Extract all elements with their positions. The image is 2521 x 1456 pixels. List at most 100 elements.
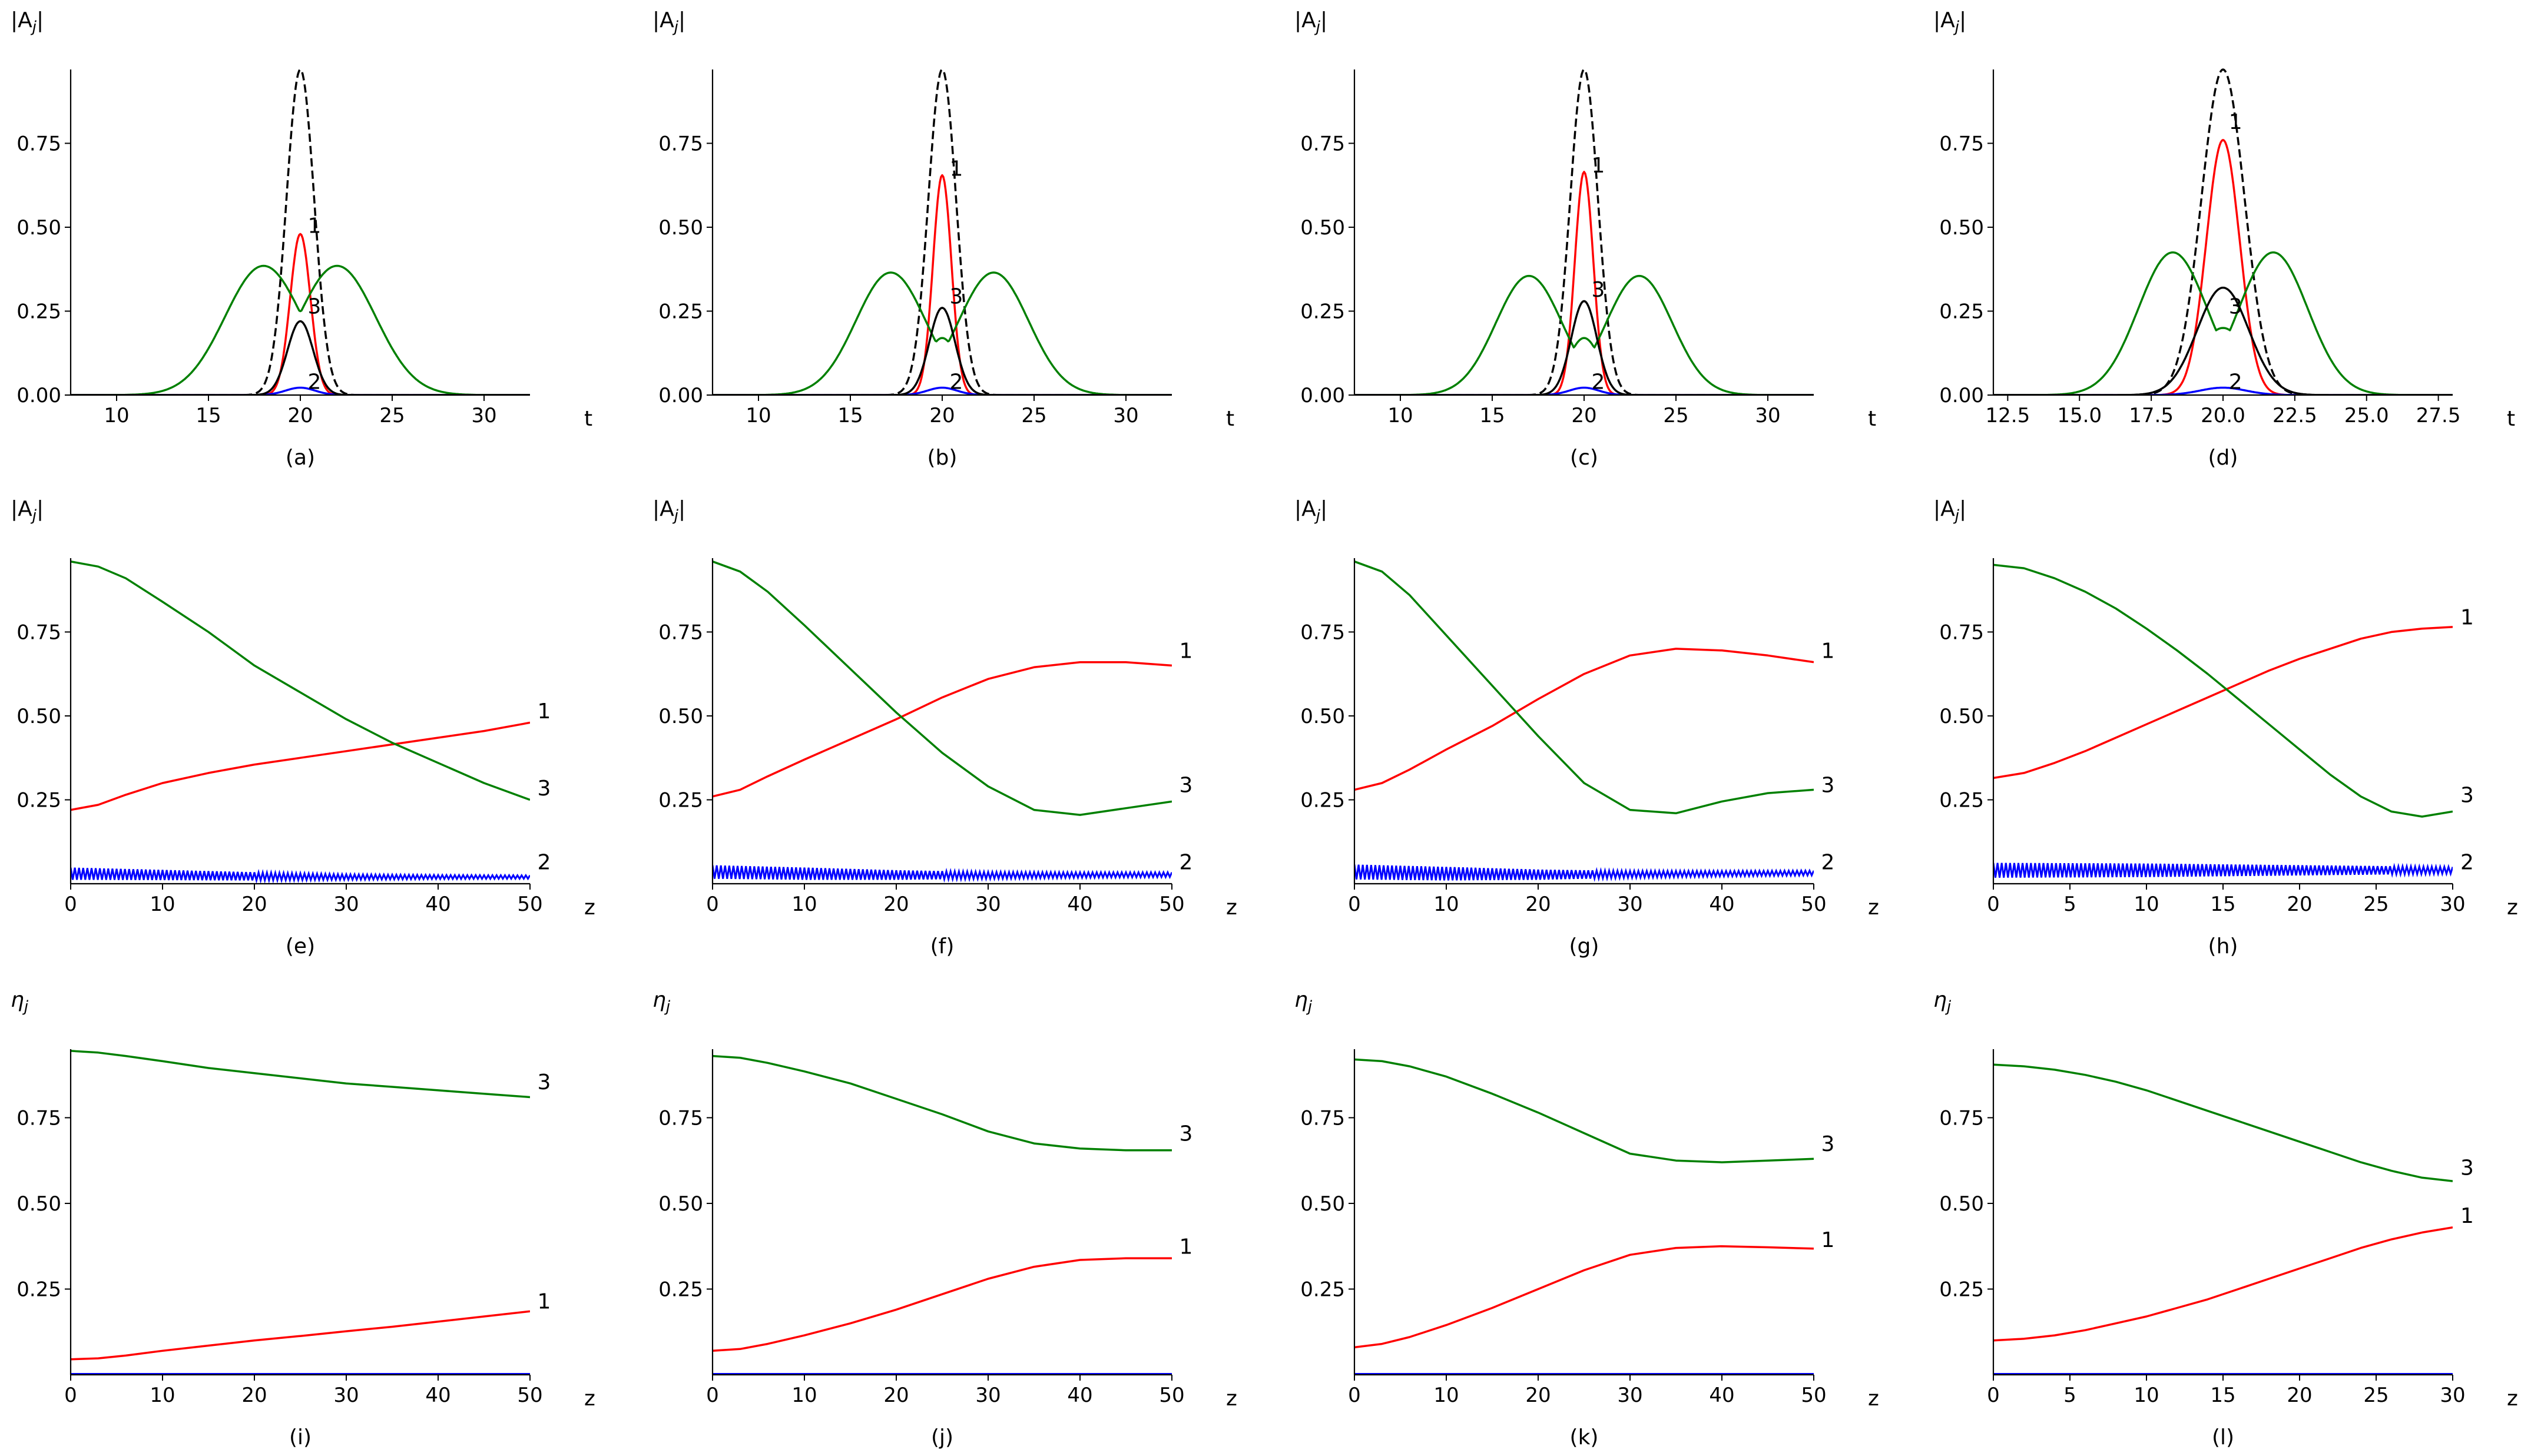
x-tick-label: 0 [1348, 1384, 1361, 1407]
y-axis-label-main: η [652, 988, 666, 1012]
y-tick-label: 0.50 [1300, 705, 1345, 728]
series-total-line [71, 320, 530, 395]
curve-annotation: 1 [2229, 110, 2242, 134]
x-tick-label: 20 [1571, 404, 1596, 427]
series-1-line [1354, 648, 1814, 791]
x-tick-label: 15 [837, 404, 863, 427]
curve-annotation: 3 [2460, 1156, 2474, 1180]
y-tick-label: 0.00 [1300, 384, 1345, 407]
panel-label: (a) [286, 446, 315, 470]
x-tick-label: 15 [196, 404, 221, 427]
y-tick-label: 0.50 [16, 1192, 61, 1216]
y-axis-label-end: | [1320, 497, 1327, 521]
plot-area [1993, 563, 2453, 878]
x-tick-label: 40 [425, 893, 450, 916]
series-1-line [1993, 138, 2453, 395]
y-axis-label-end: | [1959, 8, 1966, 32]
y-axis-label-main: |A [1933, 8, 1955, 32]
series-3-line [713, 271, 1172, 395]
x-tick-label: 15.0 [2057, 404, 2102, 427]
x-tick-label: 40 [1067, 893, 1092, 916]
y-tick-label: 0.00 [16, 384, 61, 407]
series-1-line [1993, 626, 2453, 780]
panel-label: (i) [289, 1425, 312, 1450]
x-tick-label: 5 [2063, 1384, 2076, 1407]
x-tick-label: 30 [333, 893, 359, 916]
x-tick-label: 25 [1663, 404, 1688, 427]
series-1-line [713, 174, 1172, 395]
y-axis-label-main: |A [11, 8, 32, 32]
y-tick-label: 0.25 [658, 788, 703, 812]
series-2-line [71, 386, 530, 395]
y-axis-label: |Aj| [1933, 497, 1966, 525]
x-tick-label: 10 [1433, 1384, 1459, 1407]
y-axis-label: ηj [1933, 988, 1952, 1016]
series-2-line [713, 865, 1172, 883]
x-tick-label: 30 [975, 1384, 1001, 1407]
panel-label: (c) [1570, 446, 1598, 470]
panel-label: (b) [927, 446, 958, 470]
series-2-line [71, 867, 530, 884]
curve-annotation: 3 [1821, 1132, 1834, 1156]
x-tick-label: 50 [1159, 1384, 1184, 1407]
curve-annotation: 3 [949, 284, 963, 309]
panel-h: 0 5 10 15 20 25 30 0.25 0.50 0.75 |Aj| z (h) 1 3 2 [1933, 497, 2518, 958]
y-tick-label: 0.00 [1939, 384, 1984, 407]
curve-annotation: 3 [2460, 783, 2474, 807]
x-tick-label: 30 [333, 1384, 359, 1407]
curve-annotation: 2 [2460, 850, 2474, 874]
x-axis-label: z [2507, 896, 2518, 920]
plot-area [713, 560, 1172, 883]
y-axis-label-main: |A [11, 497, 32, 521]
curve-annotation: 3 [2229, 294, 2242, 319]
x-tick-label: 50 [1801, 893, 1826, 916]
curve-annotation: 1 [537, 699, 551, 724]
y-tick-label: 0.25 [1300, 1278, 1345, 1301]
series-2-line [1993, 863, 2453, 878]
y-tick-label: 0.75 [16, 132, 61, 155]
x-tick-label: 10 [150, 1384, 175, 1407]
y-tick-label: 0.75 [16, 621, 61, 644]
plot-area [713, 1054, 1172, 1375]
x-tick-label: 17.5 [2129, 404, 2174, 427]
x-tick-label: 50 [1801, 1384, 1826, 1407]
x-tick-label: 22.5 [2272, 404, 2317, 427]
panel-label: (d) [2208, 446, 2238, 470]
y-tick-label: 0.50 [658, 705, 703, 728]
series-1-line [1993, 1226, 2453, 1342]
x-tick-label: 20 [1525, 1384, 1551, 1407]
x-tick-label: 20 [929, 404, 955, 427]
y-axis-label: |Aj| [652, 8, 685, 36]
y-tick-label: 0.50 [1939, 705, 1984, 728]
y-axis-label-sub: j [22, 998, 29, 1016]
panel-label: (k) [1570, 1425, 1599, 1450]
x-tick-label: 20 [2287, 1384, 2312, 1407]
plot-area [1993, 68, 2453, 395]
y-axis-label: |Aj| [1933, 8, 1966, 36]
x-tick-label: 12.5 [1986, 404, 2030, 427]
x-tick-label: 0 [1987, 1384, 2000, 1407]
curve-annotation: 2 [1179, 850, 1192, 874]
x-tick-label: 5 [2063, 893, 2076, 916]
curve-annotation: 2 [537, 850, 551, 874]
x-axis-label: t [1226, 407, 1234, 431]
x-tick-label: 30 [1617, 893, 1642, 916]
y-axis-label-end: | [678, 497, 685, 521]
curve-annotation: 1 [307, 214, 321, 238]
x-tick-label: 40 [1709, 893, 1734, 916]
x-tick-label: 20.0 [2201, 404, 2245, 427]
y-tick-label: 0.75 [1939, 132, 1984, 155]
panel-a: 10 15 20 25 30 0.00 0.25 0.50 0.75 |Aj| t (a) 1 3 2 [11, 8, 592, 470]
y-tick-label: 0.00 [658, 384, 703, 407]
y-tick-label: 0.25 [1300, 300, 1345, 323]
y-axis-label-main: η [1294, 988, 1308, 1012]
y-tick-label: 0.50 [1300, 1192, 1345, 1216]
series-2-line [1354, 386, 1814, 395]
x-tick-label: 50 [517, 893, 542, 916]
plot-area [71, 1050, 530, 1375]
curve-annotation: 2 [1821, 850, 1834, 874]
series-2-line [1354, 864, 1814, 883]
series-1-line [1354, 1245, 1814, 1349]
x-tick-label: 27.5 [2416, 404, 2461, 427]
